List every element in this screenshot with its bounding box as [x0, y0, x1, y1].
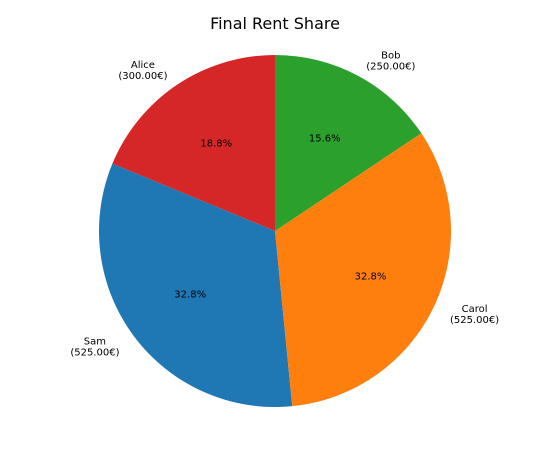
pie-category-label-sam: Sam (525.00€)	[70, 336, 119, 358]
pie-percent-label-alice: 18.8%	[200, 139, 232, 150]
pie-category-name: Bob	[381, 50, 400, 61]
pie-category-amount: (525.00€)	[70, 347, 119, 358]
pie-category-name: Alice	[131, 60, 155, 71]
chart-title: Final Rent Share	[210, 14, 340, 33]
pie-percent-label-bob: 15.6%	[309, 133, 341, 144]
pie-slice-sam	[99, 163, 293, 407]
pie-category-amount: (250.00€)	[366, 61, 415, 72]
pie-percent-label-sam: 32.8%	[174, 289, 206, 300]
pie-slices	[99, 55, 451, 407]
pie-category-label-bob: Bob (250.00€)	[366, 50, 415, 72]
pie-category-amount: (525.00€)	[450, 315, 499, 326]
pie-category-label-carol: Carol (525.00€)	[450, 304, 499, 326]
pie-slice-bob	[275, 55, 422, 231]
pie-category-name: Carol	[462, 304, 488, 315]
pie-category-name: Sam	[84, 336, 106, 347]
pie-labels: 18.8%Alice (300.00€)32.8%Sam (525.00€)32.8…	[70, 50, 499, 358]
pie-category-amount: (300.00€)	[118, 71, 167, 82]
pie-slice-alice	[112, 55, 276, 231]
pie-slice-carol	[275, 133, 451, 407]
pie-percent-label-carol: 32.8%	[355, 272, 387, 283]
pie-category-label-alice: Alice (300.00€)	[118, 60, 167, 82]
